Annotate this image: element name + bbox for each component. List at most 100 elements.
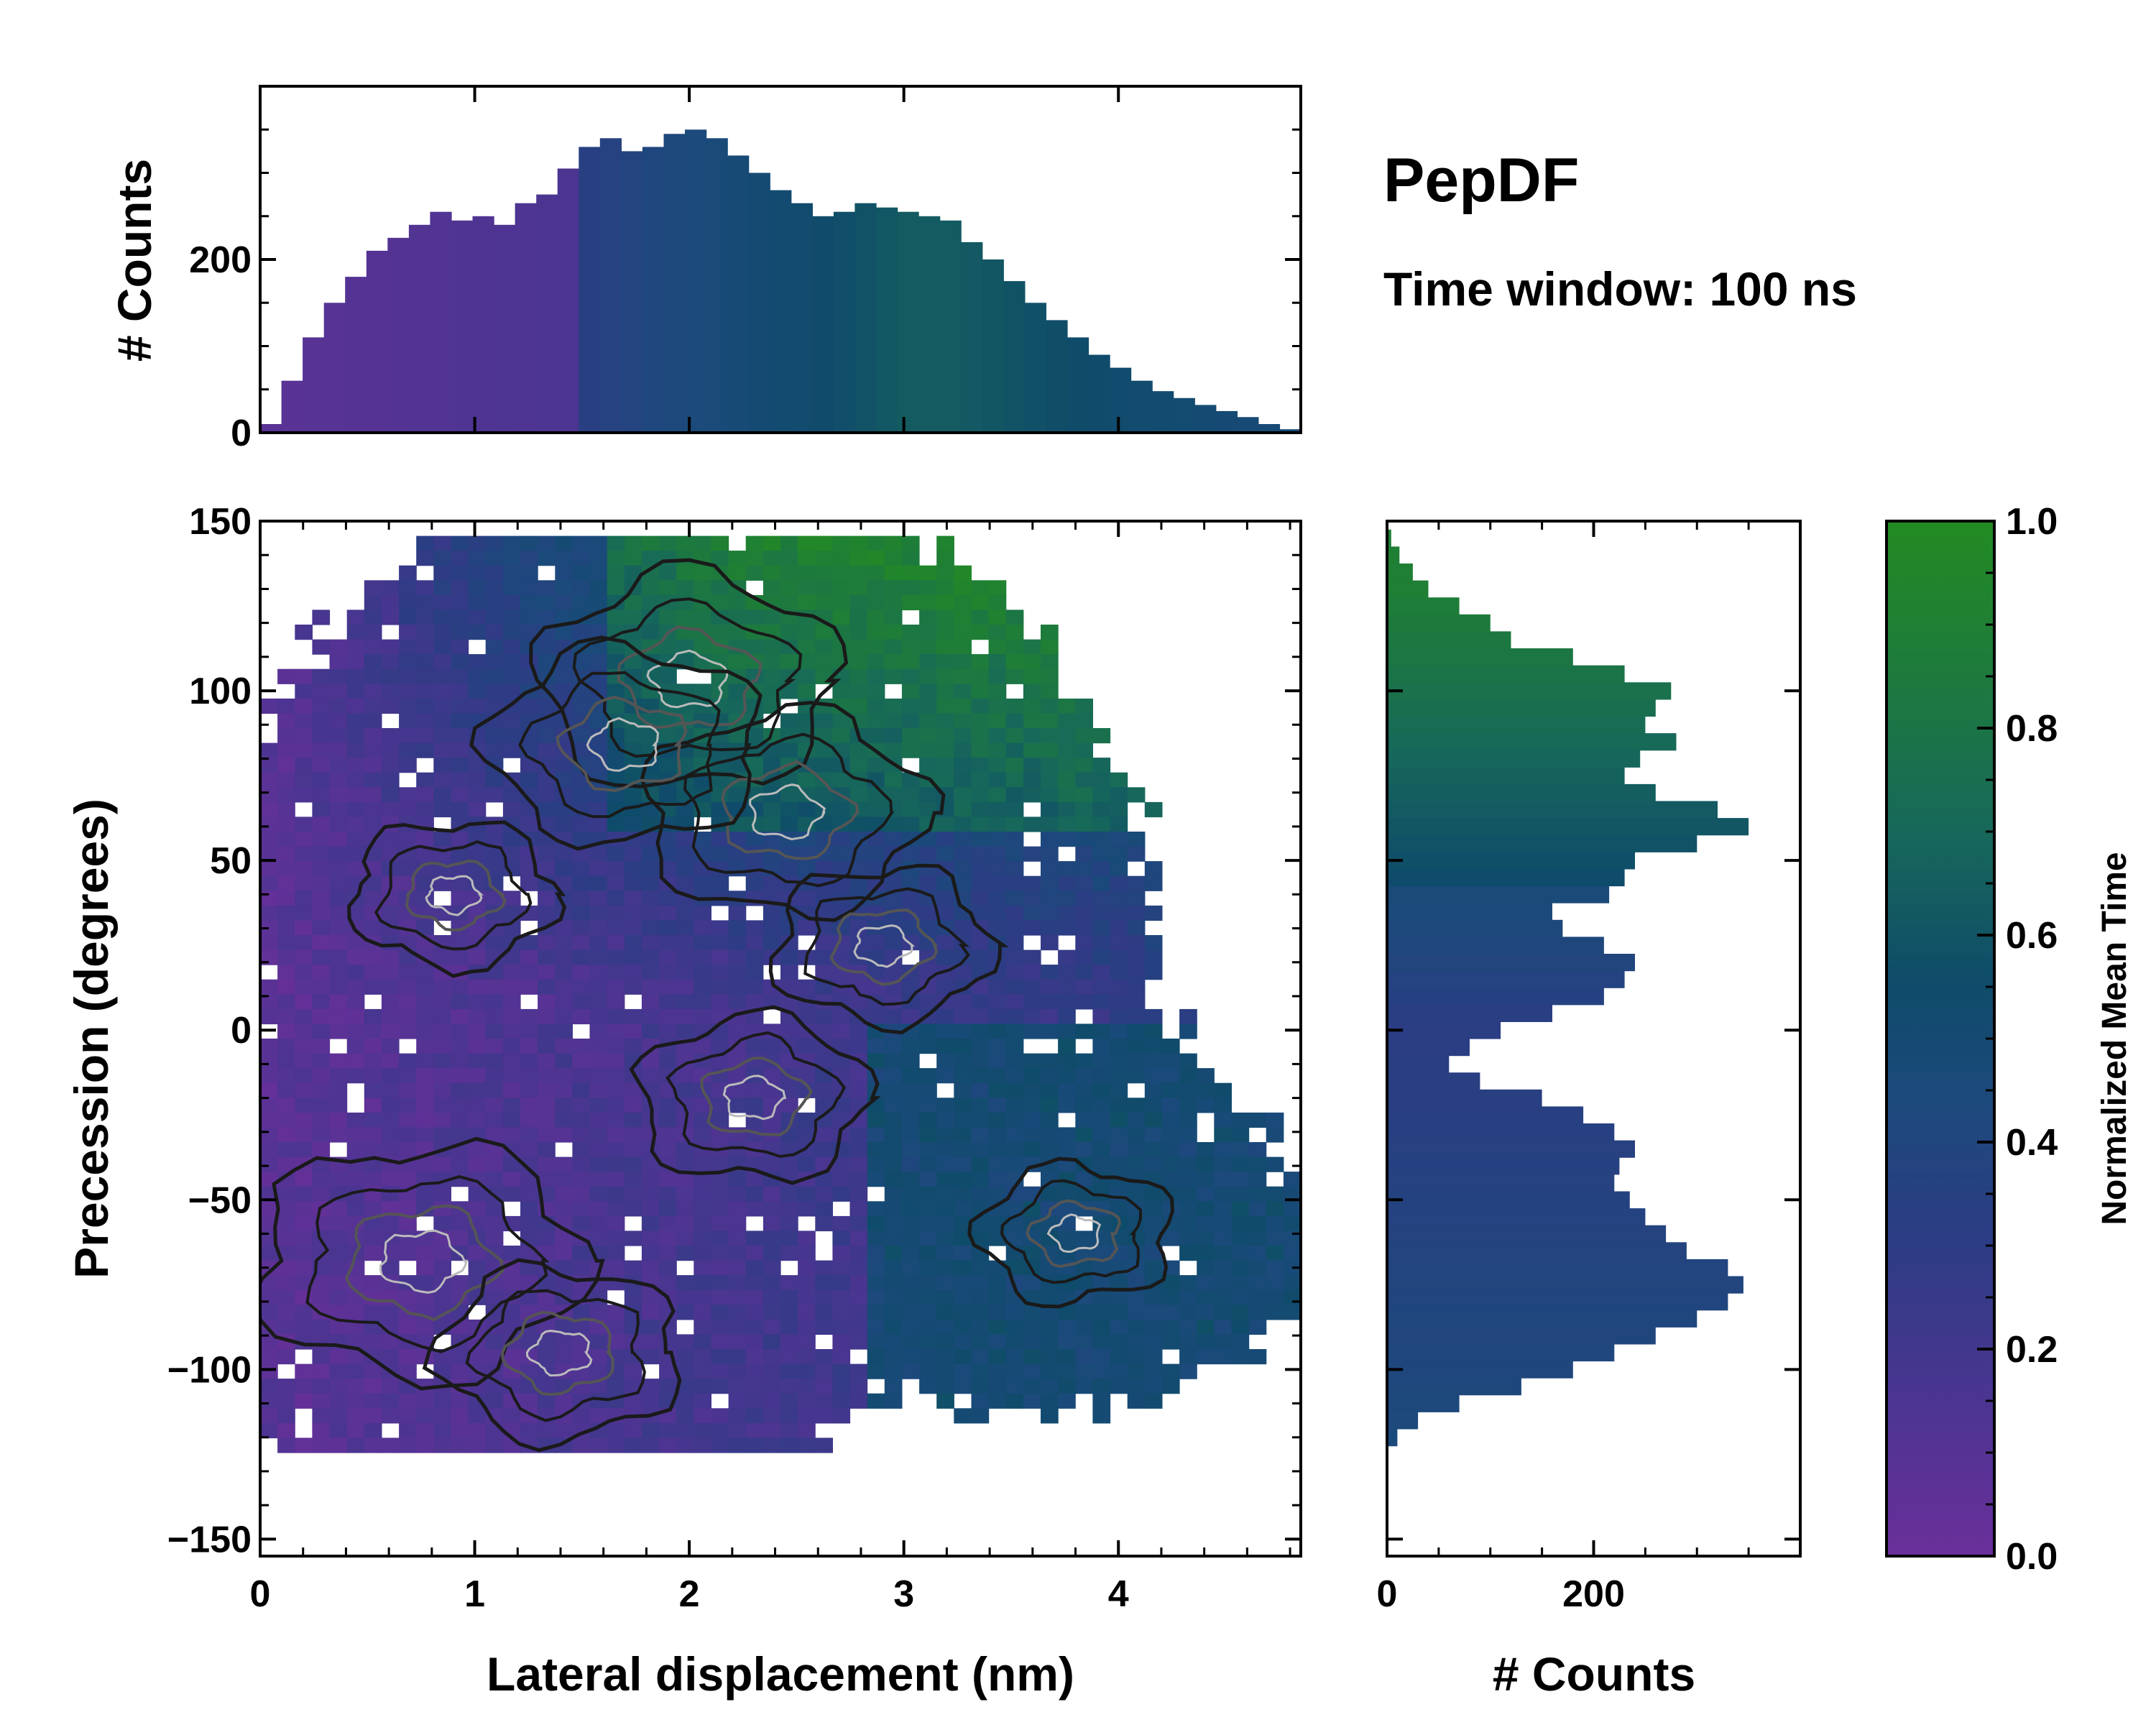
x-marginal-ytick-label: 200 xyxy=(189,239,252,281)
heatmap-cell xyxy=(676,1142,694,1158)
heatmap-cell xyxy=(1005,1363,1024,1379)
heatmap-cell xyxy=(711,832,729,847)
heatmap-cell xyxy=(954,728,972,744)
heatmap-cell xyxy=(295,832,313,847)
heatmap-cell xyxy=(1041,1289,1059,1305)
heatmap-cell xyxy=(624,551,642,566)
heatmap-cell xyxy=(1127,846,1146,862)
heatmap-cell xyxy=(277,1349,295,1365)
heatmap-cell xyxy=(1023,994,1041,1010)
heatmap-cell xyxy=(763,1098,781,1113)
heatmap-cell xyxy=(1023,1068,1041,1084)
heatmap-cell xyxy=(485,1408,504,1424)
heatmap-cell xyxy=(1266,1230,1284,1246)
heatmap-cell xyxy=(780,1305,798,1320)
heatmap-cell xyxy=(1092,1363,1111,1379)
heatmap-cell xyxy=(1092,1156,1111,1172)
heatmap-cell xyxy=(711,1024,729,1039)
heatmap-cell xyxy=(381,1379,400,1394)
heatmap-cell xyxy=(624,1349,642,1365)
heatmap-cell xyxy=(798,801,816,818)
heatmap-cell xyxy=(711,1289,729,1305)
heatmap-cell xyxy=(659,949,677,965)
heatmap-cell xyxy=(919,1142,937,1158)
heatmap-cell xyxy=(538,1024,556,1039)
heatmap-cell xyxy=(346,1215,365,1232)
heatmap-cell xyxy=(1127,935,1146,951)
heatmap-cell xyxy=(1005,772,1024,788)
heatmap-cell xyxy=(520,535,538,551)
heatmap-cell xyxy=(1005,698,1024,714)
heatmap-cell xyxy=(884,1082,903,1098)
heatmap-cell xyxy=(433,698,451,714)
heatmap-cell xyxy=(346,832,365,847)
heatmap-cell xyxy=(1127,965,1146,980)
heatmap-cell xyxy=(1092,1098,1111,1113)
heatmap-cell xyxy=(538,742,556,758)
heatmap-cell xyxy=(433,832,451,847)
heatmap-cell xyxy=(867,905,885,921)
heatmap-cell xyxy=(555,1039,573,1054)
heatmap-cell xyxy=(607,1186,625,1202)
heatmap-cell xyxy=(849,565,868,581)
heatmap-cell xyxy=(607,639,625,655)
heatmap-cell xyxy=(589,816,608,832)
heatmap-cell xyxy=(1075,905,1093,921)
heatmap-cell xyxy=(589,1142,608,1158)
heatmap-cell xyxy=(485,698,504,714)
heatmap-cell xyxy=(364,1305,382,1320)
heatmap-cell xyxy=(641,846,660,862)
heatmap-cell xyxy=(277,861,295,877)
heatmap-cell xyxy=(780,1201,798,1217)
x-tick-label: 0 xyxy=(250,1573,271,1615)
heatmap-cell xyxy=(329,758,348,773)
heatmap-cell xyxy=(399,1098,417,1113)
heatmap-cell xyxy=(901,1082,920,1098)
heatmap-cell xyxy=(277,965,295,980)
heatmap-cell xyxy=(919,1379,937,1394)
heatmap-cell xyxy=(901,1363,920,1379)
heatmap-cell xyxy=(607,1422,625,1439)
heatmap-cell xyxy=(832,1379,851,1394)
heatmap-cell xyxy=(1144,1082,1163,1098)
heatmap-cell xyxy=(988,1053,1007,1069)
heatmap-cell xyxy=(849,1172,868,1187)
heatmap-cell xyxy=(555,565,573,581)
heatmap-cell xyxy=(468,801,487,818)
heatmap-cell xyxy=(1058,787,1076,803)
heatmap-cell xyxy=(849,535,868,551)
heatmap-cell xyxy=(954,1039,972,1054)
heatmap-cell xyxy=(1214,1142,1232,1158)
heatmap-cell xyxy=(1092,1053,1111,1069)
heatmap-cell xyxy=(589,1008,608,1025)
contour-line xyxy=(829,908,939,986)
heatmap-cell xyxy=(572,1068,591,1084)
y-tick-label: 150 xyxy=(189,501,252,543)
heatmap-cell xyxy=(936,551,954,566)
heatmap-cell xyxy=(711,846,729,862)
heatmap-cell xyxy=(538,1289,556,1305)
heatmap-cell xyxy=(694,1363,711,1379)
heatmap-cell xyxy=(260,758,278,773)
heatmap-cell xyxy=(988,1082,1007,1098)
heatmap-cell xyxy=(901,1319,920,1335)
heatmap-cell xyxy=(1266,1260,1284,1276)
heatmap-cell xyxy=(607,979,625,995)
heatmap-cell xyxy=(815,1305,833,1320)
heatmap-cell xyxy=(277,1379,295,1394)
y-marginal-xlabel: # Counts xyxy=(1493,1647,1695,1701)
heatmap-cell xyxy=(1041,668,1059,684)
heatmap-cell xyxy=(1197,1275,1215,1291)
heatmap-cell xyxy=(694,1393,711,1409)
heatmap-cell xyxy=(971,1408,990,1424)
heatmap-cell xyxy=(954,742,972,758)
heatmap-cell xyxy=(1075,816,1093,832)
heatmap-cell xyxy=(572,1156,591,1172)
heatmap-cell xyxy=(399,1393,417,1409)
heatmap-cell xyxy=(659,891,677,906)
heatmap-cell xyxy=(1092,1260,1111,1276)
heatmap-cell xyxy=(433,787,451,803)
heatmap-cell xyxy=(468,979,487,995)
heatmap-cell xyxy=(936,535,954,551)
heatmap-cell xyxy=(815,758,833,773)
